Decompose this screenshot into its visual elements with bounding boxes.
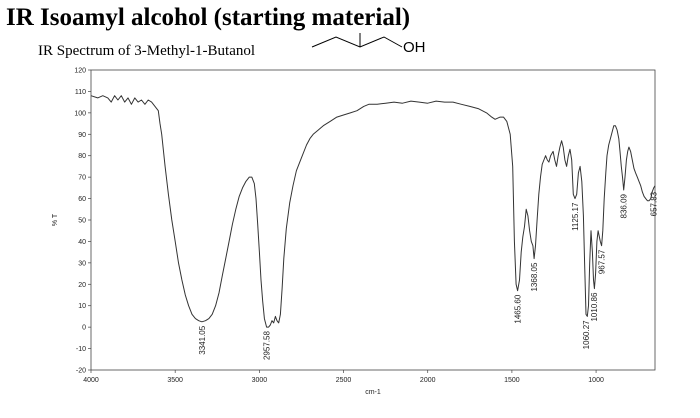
y-tick-label: 10 (78, 303, 86, 310)
x-tick-label: 2000 (420, 377, 436, 384)
spectrum-line (90, 95, 656, 328)
x-tick-label: 1000 (588, 377, 604, 384)
y-tick-label: 60 (78, 196, 86, 203)
peak-label: 2957.58 (263, 331, 272, 360)
y-tick-label: 20 (78, 282, 86, 289)
peak-label: 1368.05 (530, 262, 539, 291)
peak-label: 3341.05 (198, 325, 207, 354)
y-tick-label: 30 (78, 260, 86, 267)
x-tick-label: 4000 (83, 377, 99, 384)
page-title: IR Isoamyl alcohol (starting material) (6, 4, 411, 31)
x-tick-label: 1500 (504, 377, 520, 384)
y-tick-label: -20 (76, 368, 86, 375)
y-tick-label: -10 (76, 346, 86, 353)
y-tick-label: 110 (75, 89, 86, 96)
peak-label: 1125.17 (571, 202, 580, 231)
chart-series (90, 95, 656, 328)
peak-label: 967.57 (598, 249, 607, 274)
x-tick-label: 3000 (252, 377, 268, 384)
peak-label: 836.09 (620, 193, 629, 218)
peak-label: 657.83 (650, 191, 659, 216)
y-tick-label: 40 (78, 239, 86, 246)
hydroxyl-group-label: OH (403, 39, 426, 56)
x-tick-label: 2500 (336, 377, 352, 384)
y-tick-label: 50 (78, 218, 86, 225)
y-tick-label: 70 (78, 175, 86, 182)
y-tick-label: 80 (78, 153, 86, 160)
y-tick-label: 100 (74, 110, 86, 117)
chart-peak-labels: 3341.05 2957.58 1465.60 1368.05 1125.17 1060.… (198, 191, 659, 360)
chart-title: IR Spectrum of 3-Methyl-1-Butanol (38, 43, 256, 59)
peak-label: 1465.60 (514, 294, 523, 323)
structure-formula: OH (311, 33, 426, 56)
peak-label: 1010.86 (590, 292, 599, 321)
y-tick-label: 90 (78, 132, 86, 139)
chart-ticks: -20 -10 0 10 20 30 40 50 60 70 80 90 100 110 120 4000 35… (74, 68, 604, 385)
y-axis-label: % T (52, 213, 59, 226)
y-tick-label: 120 (74, 68, 86, 75)
peak-label: 1060.27 (582, 320, 591, 349)
carbon-chain-bonds (311, 36, 403, 48)
x-tick-label: 3500 (167, 377, 183, 384)
y-tick-label: 0 (82, 325, 86, 332)
x-axis-label: cm-1 (365, 389, 381, 396)
